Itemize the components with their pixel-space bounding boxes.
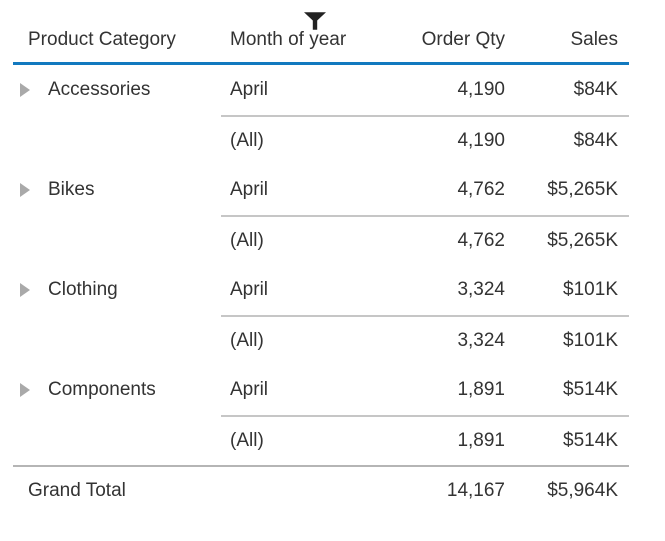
category-cell-empty xyxy=(13,315,221,365)
category-label[interactable]: Components xyxy=(48,379,156,400)
table-header-row: Product Category Month of year Order Qty… xyxy=(13,0,629,65)
column-header-month-of-year[interactable]: Month of year xyxy=(221,0,361,62)
table-row: (All) 4,762 $5,265K xyxy=(13,215,629,265)
sales-cell[interactable]: $101K xyxy=(505,315,629,365)
column-header-label: Month of year xyxy=(230,29,347,50)
sales-cell[interactable]: $514K xyxy=(505,415,629,465)
table-row: (All) 4,190 $84K xyxy=(13,115,629,165)
category-cell: Components xyxy=(13,365,221,415)
category-label[interactable]: Accessories xyxy=(48,79,151,100)
expand-icon[interactable] xyxy=(20,183,30,197)
column-header-order-qty[interactable]: Order Qty xyxy=(361,0,505,62)
month-cell[interactable]: (All) xyxy=(221,415,361,465)
category-cell-empty xyxy=(13,415,221,465)
column-header-product-category[interactable]: Product Category xyxy=(13,0,221,62)
category-cell-empty xyxy=(13,215,221,265)
sales-cell[interactable]: $514K xyxy=(563,379,618,400)
grand-total-row: Grand Total 14,167 $5,964K xyxy=(13,465,629,515)
sales-cell[interactable]: $84K xyxy=(505,115,629,165)
sales-cell[interactable]: $5,265K xyxy=(505,215,629,265)
month-cell[interactable]: April xyxy=(230,279,269,300)
expand-icon[interactable] xyxy=(20,283,30,297)
grand-total-order-qty-cell[interactable]: 14,167 xyxy=(446,480,505,501)
order-qty-cell[interactable]: 3,324 xyxy=(361,315,505,365)
table-row: Components April 1,891 $514K xyxy=(13,365,629,415)
order-qty-cell[interactable]: 4,190 xyxy=(361,115,505,165)
month-cell[interactable]: (All) xyxy=(221,315,361,365)
column-header-label: Sales xyxy=(570,29,618,50)
sales-cell[interactable]: $5,265K xyxy=(547,179,618,200)
month-cell[interactable]: April xyxy=(230,379,269,400)
month-cell[interactable]: (All) xyxy=(221,115,361,165)
column-header-label: Order Qty xyxy=(421,29,505,50)
grand-total-sales-cell[interactable]: $5,964K xyxy=(547,480,618,501)
order-qty-cell[interactable]: 4,762 xyxy=(457,179,505,200)
expand-icon[interactable] xyxy=(20,383,30,397)
expand-icon[interactable] xyxy=(20,83,30,97)
table-row: (All) 3,324 $101K xyxy=(13,315,629,365)
table-row: (All) 1,891 $514K xyxy=(13,415,629,465)
column-header-label: Product Category xyxy=(28,29,176,50)
category-cell: Bikes xyxy=(13,165,221,215)
month-cell[interactable]: April xyxy=(230,79,269,100)
table-row: Accessories April 4,190 $84K xyxy=(13,65,629,115)
sales-cell[interactable]: $101K xyxy=(563,279,618,300)
category-label[interactable]: Bikes xyxy=(48,179,95,200)
category-label[interactable]: Clothing xyxy=(48,279,118,300)
filter-icon[interactable] xyxy=(304,12,326,30)
month-cell[interactable]: (All) xyxy=(221,215,361,265)
sales-cell[interactable]: $84K xyxy=(573,79,618,100)
category-cell: Accessories xyxy=(13,65,221,115)
order-qty-cell[interactable]: 1,891 xyxy=(457,379,505,400)
column-header-sales[interactable]: Sales xyxy=(505,0,629,62)
month-cell[interactable]: April xyxy=(230,179,269,200)
order-qty-cell[interactable]: 4,762 xyxy=(361,215,505,265)
order-qty-cell[interactable]: 3,324 xyxy=(457,279,505,300)
category-cell: Clothing xyxy=(13,265,221,315)
order-qty-cell[interactable]: 1,891 xyxy=(361,415,505,465)
category-cell-empty xyxy=(13,115,221,165)
grand-total-month-cell xyxy=(221,467,361,515)
grand-total-label: Grand Total xyxy=(28,480,126,501)
pivot-table: Product Category Month of year Order Qty… xyxy=(13,0,629,515)
table-row: Bikes April 4,762 $5,265K xyxy=(13,165,629,215)
order-qty-cell[interactable]: 4,190 xyxy=(457,79,505,100)
table-row: Clothing April 3,324 $101K xyxy=(13,265,629,315)
